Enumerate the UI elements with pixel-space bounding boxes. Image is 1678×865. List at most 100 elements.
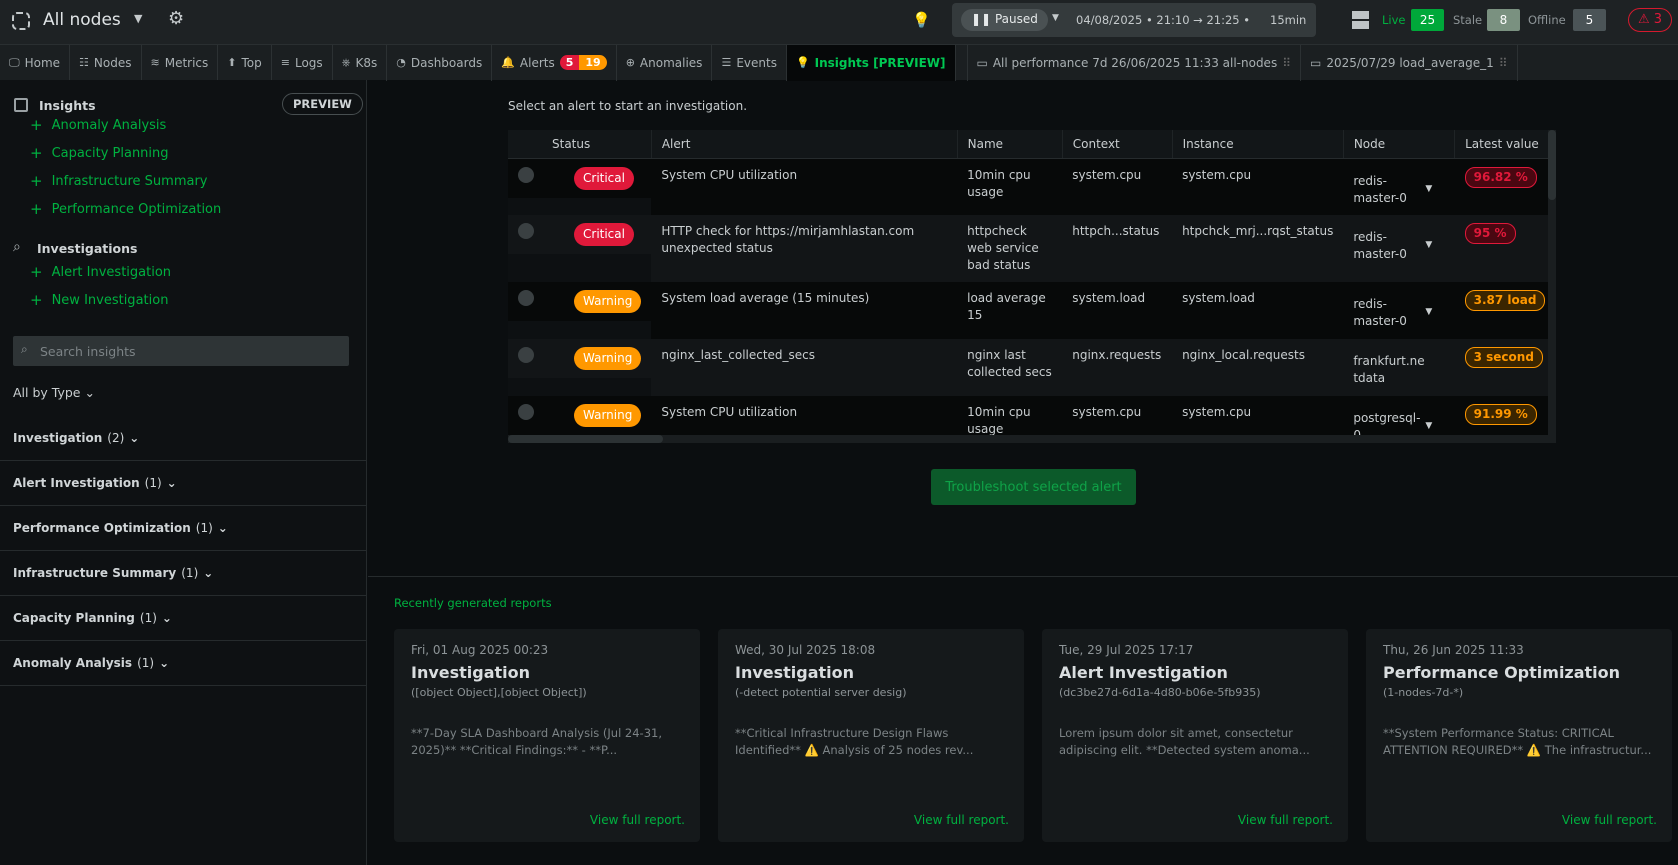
alert-cell: System load average (15 minutes) [651, 282, 958, 339]
select-radio[interactable] [518, 290, 534, 306]
stale-count[interactable]: 8 [1487, 9, 1520, 31]
node-label: frankfurt.netdata [1353, 354, 1425, 385]
tab-top[interactable]: ⬆ Top [218, 44, 272, 81]
column-header[interactable]: Node [1343, 130, 1456, 159]
plus-icon: + [30, 291, 43, 309]
view-full-report-link[interactable]: View full report. [1561, 813, 1657, 827]
table-row[interactable]: Warning System load average (15 minutes)… [508, 282, 1556, 339]
report-group[interactable]: Infrastructure Summary (1) ⌄ [0, 551, 367, 596]
group-count: (1) [137, 656, 155, 670]
report-group[interactable]: Capacity Planning (1) ⌄ [0, 596, 367, 641]
lightbulb-icon[interactable]: 💡 [912, 11, 931, 29]
new-insight-item[interactable]: + Performance Optimization [30, 200, 221, 218]
new-insight-item[interactable]: + Infrastructure Summary [30, 172, 208, 190]
troubleshoot-button[interactable]: Troubleshoot selected alert [931, 469, 1136, 505]
new-investigation-item[interactable]: + Alert Investigation [30, 263, 171, 281]
alerts-count: 3 [1653, 12, 1663, 27]
report-summary: **Critical Infrastructure Design Flaws I… [735, 726, 974, 757]
report-card[interactable]: Tue, 29 Jul 2025 17:17 Alert Investigatio… [1042, 629, 1348, 842]
tab-home[interactable]: 🖵 Home [0, 44, 71, 81]
room-tab[interactable]: ▭ 2025/07/29 load_average_1 ⠿ [1301, 44, 1518, 81]
nav-tabs: 🖵 Home ☷ Nodes ≋ Metrics ⬆ Top ≡ Logs ⎈ K8s ◔ Dashboa… [0, 44, 1678, 81]
report-card[interactable]: Fri, 01 Aug 2025 00:23 Investigation ([obj… [394, 629, 700, 842]
tab-label: Logs [294, 55, 323, 70]
room-title[interactable]: All nodes [43, 10, 121, 30]
select-radio[interactable] [518, 166, 534, 183]
duration[interactable]: 15min [1270, 13, 1307, 27]
tab-insights[interactable]: 💡 Insights [PREVIEW] [786, 44, 956, 81]
tab-alerts[interactable]: 🔔 Alerts 5 19 [492, 44, 617, 81]
node-cell[interactable]: redis-master-0 ▼ [1343, 215, 1455, 282]
value-cell: 96.82 % [1454, 158, 1556, 215]
monitor-icon: ▭ [1310, 55, 1322, 70]
report-card[interactable]: Thu, 26 Jun 2025 11:33 Performance Optimi… [1366, 629, 1672, 842]
search-insights-input[interactable]: ⌕ Search insights [13, 336, 349, 366]
node-cell[interactable]: redis-master-0 ▼ [1343, 158, 1455, 215]
chevron-down-icon: ▼ [1425, 421, 1433, 431]
table-row[interactable]: Critical System CPU utilization 10min cp… [508, 158, 1556, 215]
view-full-report-link[interactable]: View full report. [913, 813, 1009, 827]
tab-logs[interactable]: ≡ Logs [272, 44, 333, 81]
insights-icon [14, 98, 28, 112]
chevron-down-icon: ▼ [1425, 183, 1433, 194]
drag-handle-icon[interactable]: ⠿ [1282, 55, 1291, 70]
node-cell[interactable]: frankfurt.netdata [1343, 339, 1455, 396]
tab-metrics[interactable]: ≋ Metrics [142, 44, 219, 81]
column-header[interactable]: Alert [651, 130, 958, 159]
report-group[interactable]: Anomaly Analysis (1) ⌄ [0, 641, 367, 686]
report-date: Wed, 30 Jul 2025 18:08 [735, 643, 876, 657]
new-insight-item[interactable]: + Capacity Planning [30, 144, 169, 162]
group-label: Alert Investigation [13, 476, 140, 490]
view-full-report-link[interactable]: View full report. [1237, 813, 1333, 827]
tab-events[interactable]: ☰ Events [712, 44, 787, 81]
report-group[interactable]: Performance Optimization (1) ⌄ [0, 506, 367, 551]
type-filter-dropdown[interactable]: All by Type ⌄ [13, 385, 95, 400]
report-group[interactable]: Alert Investigation (1) ⌄ [0, 461, 367, 506]
report-date: Thu, 26 Jun 2025 11:33 [1383, 643, 1524, 657]
column-header[interactable]: Context [1062, 130, 1173, 159]
tab-k8s[interactable]: ⎈ K8s [333, 44, 388, 81]
time-controls[interactable]: ❚❚ Paused ▼ 04/08/2025 • 21:10 → 21:25 •… [952, 3, 1316, 37]
report-group[interactable]: Investigation (2) ⌄ [0, 416, 367, 461]
table-row[interactable]: Warning nginx_last_collected_secs nginx … [508, 339, 1556, 396]
tab-anomalies[interactable]: ⊕ Anomalies [617, 44, 713, 81]
pause-button[interactable]: ❚❚ Paused [961, 9, 1048, 31]
live-label: Live [1382, 13, 1406, 27]
node-cell[interactable]: redis-master-0 ▼ [1343, 282, 1455, 339]
column-header[interactable]: Status [508, 130, 652, 159]
prompt-text: Select an alert to start an investigatio… [508, 99, 748, 113]
horizontal-scrollbar[interactable] [508, 435, 1548, 443]
select-radio[interactable] [518, 404, 534, 420]
alerts-indicator[interactable]: ⚠ 3 [1628, 8, 1672, 32]
select-radio[interactable] [518, 347, 534, 363]
name-cell: 10min cpu usage [957, 158, 1063, 215]
tab-nodes[interactable]: ☷ Nodes [70, 44, 142, 81]
group-count: (2) [107, 431, 125, 445]
live-count[interactable]: 25 [1411, 9, 1444, 31]
drag-handle-icon[interactable]: ⠿ [1498, 55, 1508, 70]
vertical-scrollbar[interactable] [1548, 130, 1556, 443]
time-range[interactable]: 04/08/2025 • 21:10 → 21:25 • [1076, 13, 1251, 27]
column-header[interactable]: Instance [1172, 130, 1344, 159]
instance-cell: nginx_local.requests [1172, 339, 1344, 396]
room-tab[interactable]: ▭ All performance 7d 26/06/2025 11:33 all… [968, 44, 1301, 81]
offline-count[interactable]: 5 [1573, 9, 1606, 31]
chevron-down-icon[interactable]: ▼ [134, 12, 143, 25]
gear-icon[interactable]: ⚙ [168, 8, 185, 29]
select-radio[interactable] [518, 223, 534, 239]
new-insight-item[interactable]: + Anomaly Analysis [30, 116, 166, 134]
instance-cell: system.cpu [1172, 158, 1344, 215]
tab-dashboards[interactable]: ◔ Dashboards [387, 44, 493, 81]
space-icon[interactable] [12, 12, 30, 30]
column-header[interactable]: Name [957, 130, 1063, 159]
chevron-down-icon[interactable]: ▼ [1052, 13, 1059, 23]
tab-label: 2025/07/29 load_average_1 [1326, 55, 1494, 70]
report-card[interactable]: Wed, 30 Jul 2025 18:08 Investigation (-det… [718, 629, 1024, 842]
table-row[interactable]: Critical HTTP check for https://mirjamhl… [508, 215, 1556, 282]
new-investigation-item[interactable]: + New Investigation [30, 291, 168, 309]
view-full-report-link[interactable]: View full report. [589, 813, 685, 827]
metrics-icon: ≋ [150, 56, 160, 69]
column-header[interactable]: Latest value [1454, 130, 1556, 159]
header-label: Context [1072, 136, 1120, 151]
dashboard-icon: ◔ [396, 56, 406, 69]
